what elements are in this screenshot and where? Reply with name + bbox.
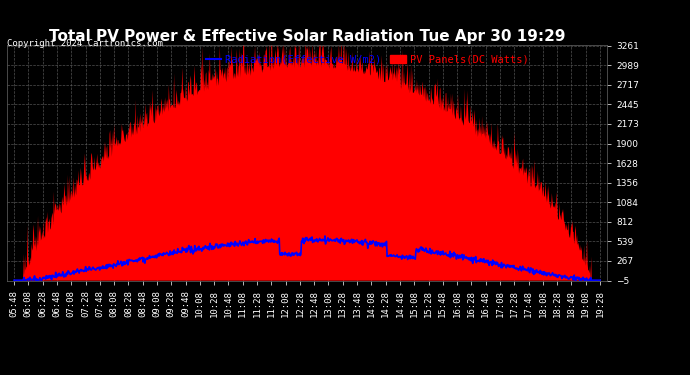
Title: Total PV Power & Effective Solar Radiation Tue Apr 30 19:29: Total PV Power & Effective Solar Radiati… — [49, 29, 565, 44]
Text: Copyright 2024 Cartronics.com: Copyright 2024 Cartronics.com — [7, 39, 163, 48]
Legend: Radiation(Effective W/m2), PV Panels(DC Watts): Radiation(Effective W/m2), PV Panels(DC … — [201, 50, 533, 69]
